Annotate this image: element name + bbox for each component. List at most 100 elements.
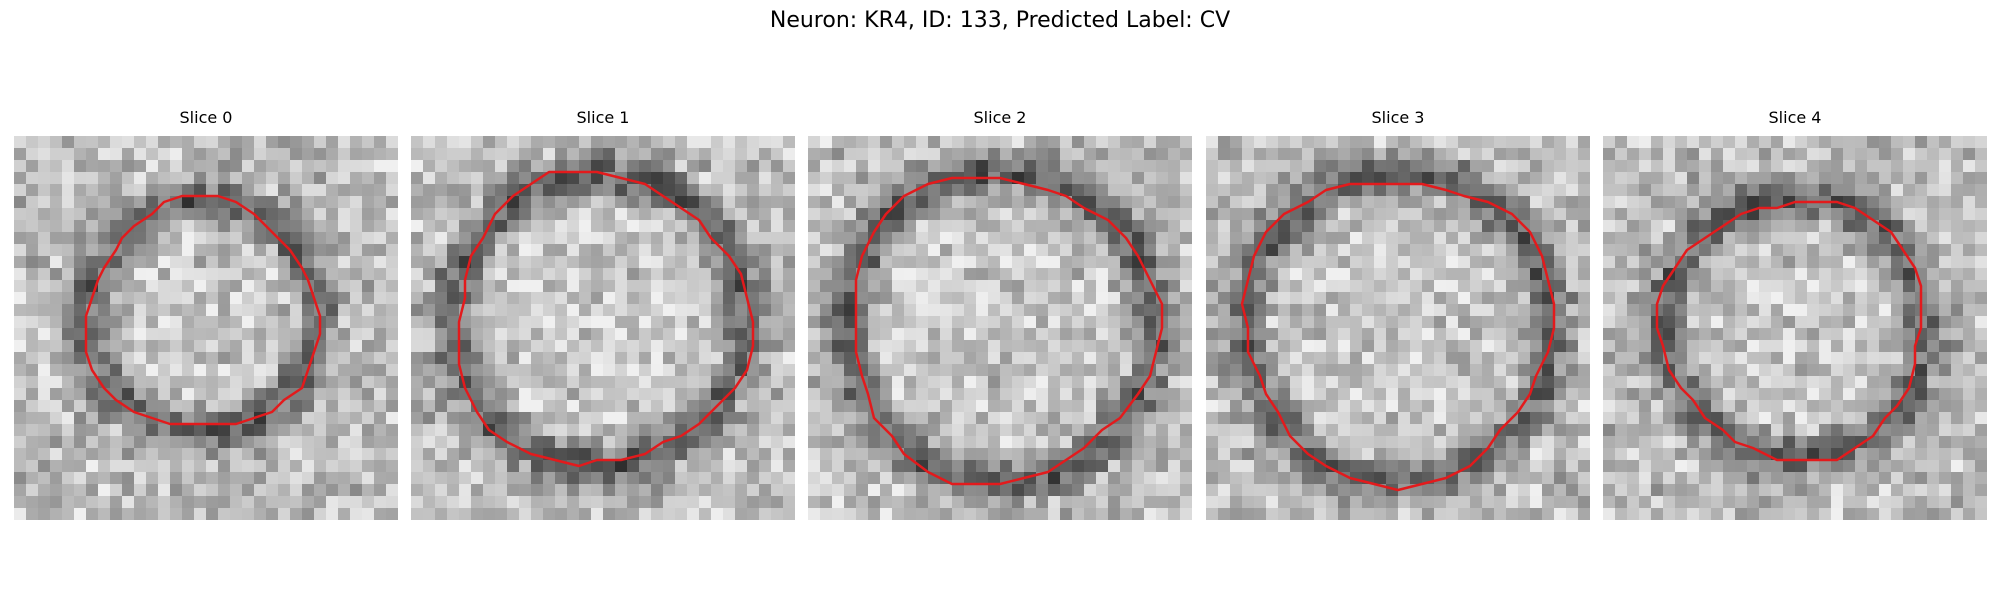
image-pixel — [98, 340, 111, 353]
image-pixel — [218, 376, 231, 389]
image-pixel — [1230, 412, 1243, 425]
image-pixel — [1000, 208, 1013, 221]
image-pixel — [1807, 172, 1820, 185]
image-pixel — [1156, 280, 1169, 293]
image-pixel — [856, 316, 869, 329]
image-pixel — [110, 136, 123, 149]
image-pixel — [1446, 232, 1459, 245]
image-pixel — [567, 424, 580, 437]
image-pixel — [579, 436, 592, 449]
image-pixel — [940, 328, 953, 341]
image-pixel — [711, 460, 724, 473]
image-pixel — [278, 484, 291, 497]
image-pixel — [1036, 352, 1049, 365]
image-pixel — [856, 304, 869, 317]
image-pixel — [1278, 160, 1291, 173]
image-pixel — [1072, 256, 1085, 269]
image-pixel — [723, 364, 736, 377]
image-pixel — [1470, 184, 1483, 197]
image-pixel — [1530, 496, 1543, 509]
image-pixel — [916, 220, 929, 233]
image-pixel — [1554, 484, 1567, 497]
image-pixel — [1831, 436, 1844, 449]
image-pixel — [1398, 160, 1411, 173]
image-pixel — [1108, 328, 1121, 341]
image-pixel — [1132, 184, 1145, 197]
image-pixel — [1314, 244, 1327, 257]
image-pixel — [820, 268, 833, 281]
image-pixel — [459, 448, 472, 461]
image-pixel — [1218, 304, 1231, 317]
image-pixel — [98, 184, 111, 197]
image-pixel — [1506, 184, 1519, 197]
image-pixel — [1795, 148, 1808, 161]
image-pixel — [350, 436, 363, 449]
image-pixel — [771, 376, 784, 389]
image-pixel — [1060, 232, 1073, 245]
image-pixel — [603, 160, 616, 173]
image-pixel — [1422, 160, 1435, 173]
image-pixel — [386, 484, 398, 497]
image-pixel — [735, 196, 748, 209]
image-pixel — [820, 184, 833, 197]
image-pixel — [1747, 172, 1760, 185]
image-pixel — [952, 304, 965, 317]
image-pixel — [1831, 388, 1844, 401]
image-pixel — [567, 292, 580, 305]
image-pixel — [1831, 184, 1844, 197]
image-pixel — [374, 292, 387, 305]
image-pixel — [1470, 364, 1483, 377]
image-pixel — [411, 292, 424, 305]
image-pixel — [1903, 448, 1916, 461]
image-pixel — [1132, 424, 1145, 437]
image-pixel — [1963, 436, 1976, 449]
image-pixel — [1807, 364, 1820, 377]
image-pixel — [603, 232, 616, 245]
image-pixel — [1578, 316, 1590, 329]
image-pixel — [1156, 412, 1169, 425]
image-pixel — [1939, 412, 1952, 425]
image-pixel — [423, 448, 436, 461]
image-pixel — [483, 268, 496, 281]
image-pixel — [1410, 328, 1423, 341]
image-pixel — [759, 328, 772, 341]
image-pixel — [1735, 148, 1748, 161]
image-pixel — [976, 268, 989, 281]
image-pixel — [1470, 472, 1483, 485]
image-pixel — [531, 400, 544, 413]
image-pixel — [62, 364, 75, 377]
image-pixel — [1230, 484, 1243, 497]
image-pixel — [591, 508, 604, 520]
image-pixel — [350, 244, 363, 257]
image-pixel — [1060, 472, 1073, 485]
image-pixel — [134, 508, 147, 520]
image-pixel — [747, 496, 760, 509]
image-pixel — [1711, 160, 1724, 173]
image-pixel — [639, 304, 652, 317]
image-pixel — [808, 160, 821, 173]
image-pixel — [1470, 172, 1483, 185]
image-pixel — [1795, 268, 1808, 281]
image-pixel — [338, 460, 351, 473]
image-pixel — [1578, 508, 1590, 520]
image-pixel — [759, 292, 772, 305]
image-pixel — [1012, 352, 1025, 365]
image-pixel — [1771, 208, 1784, 221]
image-pixel — [1060, 208, 1073, 221]
image-pixel — [1362, 172, 1375, 185]
image-pixel — [1120, 136, 1133, 149]
image-pixel — [1060, 256, 1073, 269]
image-pixel — [447, 412, 460, 425]
image-pixel — [1012, 292, 1025, 305]
image-pixel — [1168, 448, 1181, 461]
image-pixel — [1819, 400, 1832, 413]
image-pixel — [1362, 328, 1375, 341]
image-pixel — [771, 448, 784, 461]
image-pixel — [1771, 376, 1784, 389]
image-pixel — [62, 232, 75, 245]
image-pixel — [1807, 232, 1820, 245]
image-pixel — [158, 172, 171, 185]
image-pixel — [1218, 280, 1231, 293]
image-pixel — [1386, 352, 1399, 365]
image-pixel — [1554, 304, 1567, 317]
